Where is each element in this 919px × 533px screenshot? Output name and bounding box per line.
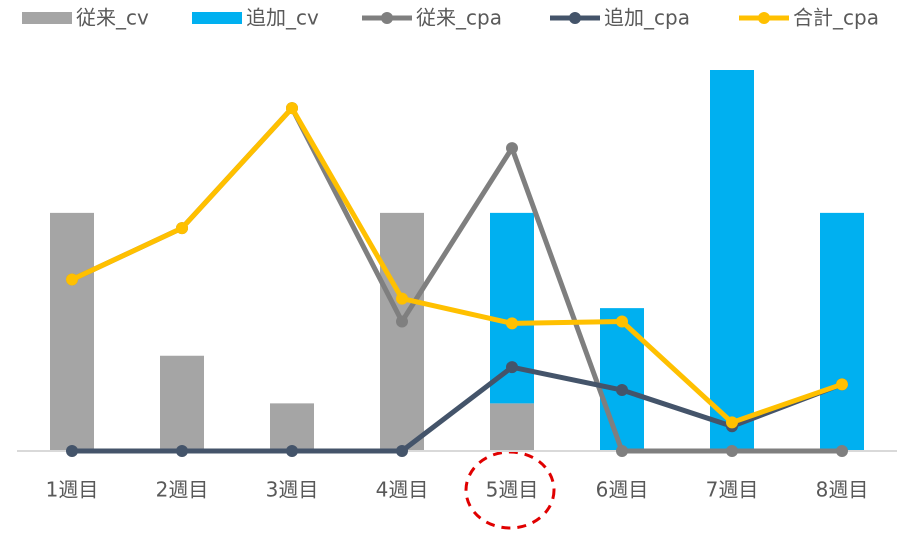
point [616, 445, 628, 457]
legend-label: 従来_cv [76, 6, 149, 30]
legend-swatch [381, 12, 393, 24]
point [66, 273, 78, 286]
bar [50, 212, 94, 451]
point [286, 445, 298, 457]
point [176, 445, 188, 457]
point [726, 445, 738, 457]
x-tick-label: 8週目 [816, 478, 869, 502]
point [66, 445, 78, 457]
point [176, 222, 188, 235]
point [506, 142, 518, 155]
point [836, 378, 848, 391]
legend-label: 合計_cpa [793, 6, 879, 30]
bar [160, 355, 204, 451]
line [70, 105, 843, 425]
legend-label: 追加_cpa [604, 6, 690, 30]
bar [710, 70, 754, 451]
point [726, 416, 738, 429]
x-tick-label: 6週目 [596, 478, 649, 502]
legend-swatch [192, 12, 242, 24]
bar [270, 403, 314, 451]
bar [600, 308, 644, 451]
x-tick-label: 2週目 [156, 478, 209, 502]
point [506, 361, 518, 374]
legend-swatch [758, 12, 770, 24]
point [286, 102, 298, 115]
point [506, 317, 518, 330]
point [396, 315, 408, 328]
x-tick-label: 5週目 [486, 478, 539, 502]
point [616, 384, 628, 397]
x-tick-label: 1週目 [46, 478, 99, 502]
point [396, 292, 408, 305]
legend-swatch [22, 12, 72, 24]
line [72, 364, 843, 454]
x-tick-label: 3週目 [266, 478, 319, 502]
legend-label: 追加_cv [246, 6, 319, 30]
bar [380, 212, 424, 451]
bar [490, 403, 534, 451]
x-tick-label: 4週目 [376, 478, 429, 502]
point [396, 445, 408, 457]
legend-label: 従来_cpa [416, 6, 502, 30]
legend-swatch [569, 12, 581, 24]
bar [820, 212, 864, 451]
x-tick-label: 7週目 [706, 478, 759, 502]
point [836, 445, 848, 457]
point [616, 315, 628, 328]
bar [490, 212, 534, 404]
